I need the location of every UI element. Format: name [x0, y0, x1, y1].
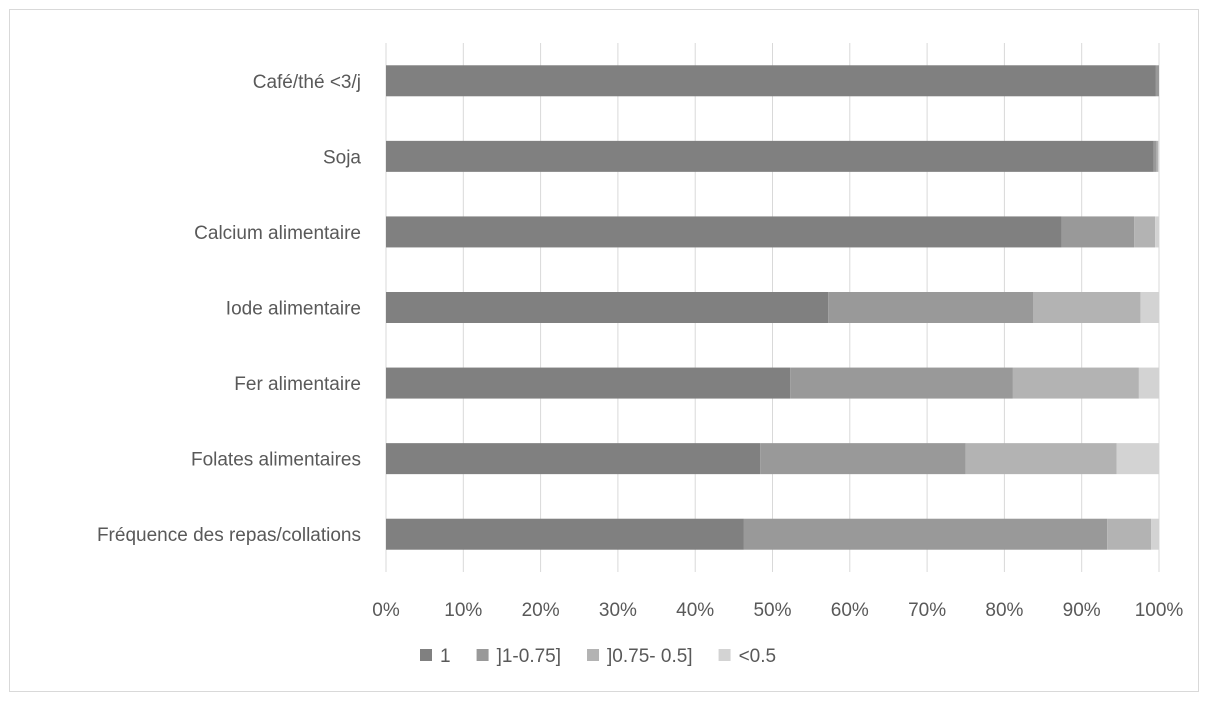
x-tick-label: 20%	[522, 600, 560, 621]
bar-segment	[790, 367, 1013, 399]
category-label: Folates alimentaires	[191, 450, 361, 471]
category-label: Fréquence des repas/collations	[97, 525, 361, 546]
bar-segment	[1155, 65, 1159, 97]
legend-label: 1	[440, 646, 451, 667]
bar-segment	[386, 518, 744, 550]
bar-segment	[1033, 292, 1141, 323]
legend: 1 ]1-0.75] ]0.75- 0.5] <0.5	[420, 646, 776, 667]
bar-segment	[1107, 518, 1152, 550]
x-tick-label: 50%	[753, 600, 791, 621]
x-tick-label: 80%	[985, 600, 1023, 621]
bar-segment	[1012, 367, 1139, 399]
category-label: Calcium alimentaire	[194, 223, 361, 244]
bar-segment	[828, 292, 1034, 323]
legend-label: ]1-0.75]	[497, 646, 561, 667]
legend-swatch	[587, 649, 600, 661]
bar-segment	[1158, 140, 1159, 172]
x-tick-label: 10%	[444, 600, 482, 621]
bar-segment	[1138, 367, 1159, 399]
bar-segment	[386, 65, 1156, 97]
bar-segment	[1140, 292, 1159, 323]
x-tick-label: 90%	[1063, 600, 1101, 621]
bar-segment	[1155, 216, 1159, 248]
x-tick-label: 40%	[676, 600, 714, 621]
category-labels: Café/thé <3/j Soja Calcium alimentaire Iode…	[97, 72, 361, 546]
bar-segment	[965, 443, 1117, 475]
bar-segment	[386, 292, 829, 323]
bar-segment	[760, 443, 966, 475]
chart-frame	[9, 9, 1199, 692]
legend-swatch	[718, 649, 731, 661]
category-label: Fer alimentaire	[234, 374, 361, 395]
category-label: Iode alimentaire	[226, 299, 361, 320]
bar-segment	[386, 367, 791, 399]
bars	[386, 65, 1159, 550]
x-tick-labels: 0% 10% 20% 30% 40% 50% 60% 70% 80% 90% 100%	[372, 600, 1183, 621]
bar-segment	[1116, 443, 1159, 475]
x-tick-label: 70%	[908, 600, 946, 621]
category-label: Soja	[323, 147, 361, 168]
bar-segment	[1153, 140, 1157, 172]
legend-label: ]0.75- 0.5]	[607, 646, 693, 667]
bar-segment	[1134, 216, 1156, 248]
bar-segment	[1156, 140, 1159, 172]
bar-segment	[386, 140, 1154, 172]
x-tick-label: 30%	[599, 600, 637, 621]
x-tick-label: 100%	[1135, 600, 1184, 621]
bar-segment	[743, 518, 1108, 550]
x-tick-label: 60%	[831, 600, 869, 621]
legend-swatch	[420, 649, 432, 661]
bar-segment	[1061, 216, 1135, 248]
category-label: Café/thé <3/j	[253, 72, 361, 93]
bar-segment	[1151, 518, 1159, 550]
x-tick-label: 0%	[372, 600, 400, 621]
bar-segment	[386, 216, 1062, 248]
legend-label: <0.5	[739, 646, 777, 667]
legend-swatch	[476, 649, 489, 661]
bar-segment	[386, 443, 761, 475]
